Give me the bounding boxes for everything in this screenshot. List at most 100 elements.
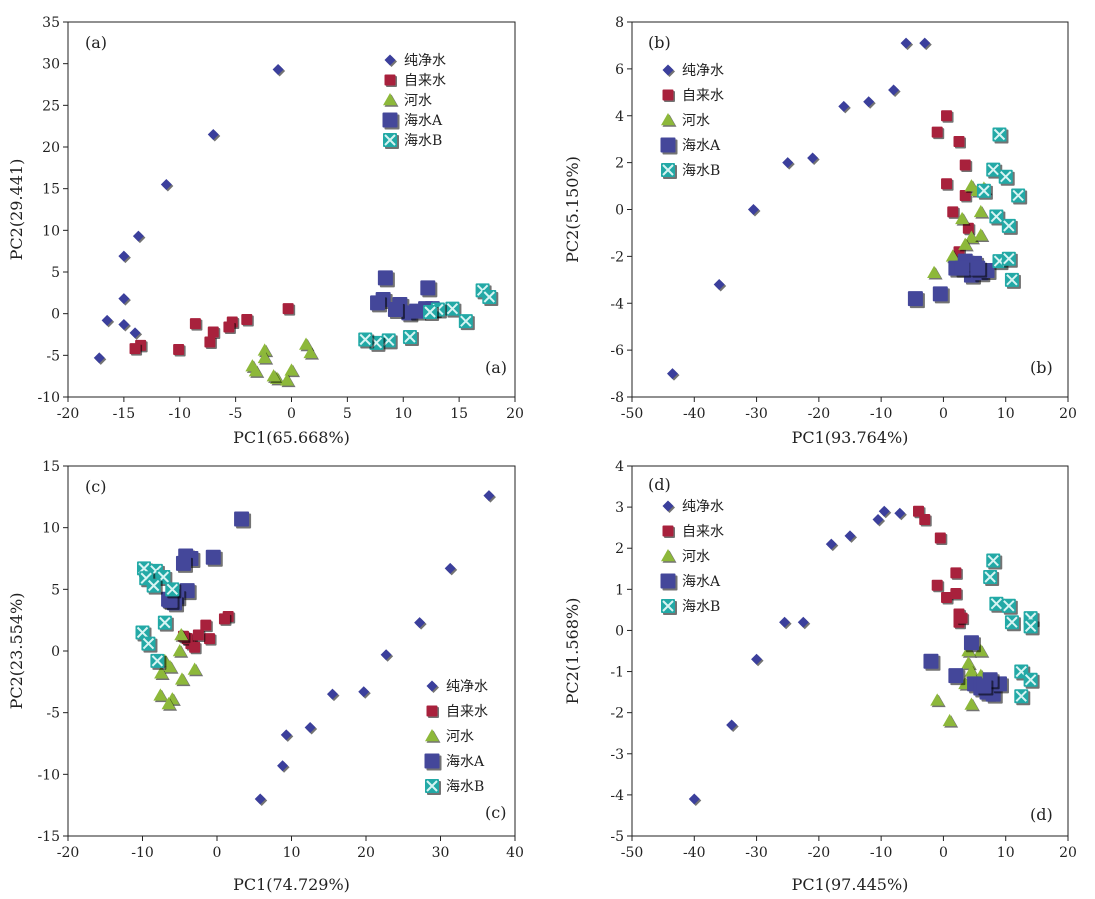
y-tick-label: -6 xyxy=(610,343,624,359)
point-series-1 xyxy=(118,293,131,306)
point-series-4 xyxy=(932,286,950,304)
point-series-1 xyxy=(160,179,174,192)
point-series-3 xyxy=(942,713,959,728)
point-series-5 xyxy=(1004,272,1021,289)
y-tick-label: 35 xyxy=(42,15,60,31)
point-series-2 xyxy=(207,326,221,339)
x-axis-label: PC1(93.764%) xyxy=(792,428,909,447)
point-series-1 xyxy=(726,719,739,732)
panel-label-top: (d) xyxy=(648,475,671,494)
x-tick-label: 20 xyxy=(1059,406,1077,422)
y-axis-label: PC2(1.568%) xyxy=(563,598,582,705)
y-tick-label: 5 xyxy=(51,582,60,598)
scatter-panel-2: -50 -40 -30 -20 -10 0 10 20-8-6-4-202468PC1(93.… xyxy=(563,15,1077,447)
x-axis-label: PC1(65.668%) xyxy=(233,428,350,447)
point-series-3 xyxy=(257,350,274,365)
point-series-4 xyxy=(954,260,972,278)
point-series-4 xyxy=(370,295,388,313)
point-series-5 xyxy=(1001,251,1018,268)
point-series-2 xyxy=(934,532,948,545)
y-tick-label: 20 xyxy=(42,140,60,156)
x-tick-label: -20 xyxy=(57,845,80,861)
point-series-2 xyxy=(950,567,963,580)
point-series-1 xyxy=(751,653,764,667)
point-series-5 xyxy=(445,301,462,318)
x-tick-label: 10 xyxy=(394,406,412,422)
y-tick-label: -5 xyxy=(610,829,624,845)
y-tick-label: 15 xyxy=(42,459,60,475)
legend-marker-2 xyxy=(662,89,675,102)
point-series-5 xyxy=(157,615,174,632)
panel-label-bottom: (d) xyxy=(1030,805,1053,824)
point-series-4 xyxy=(923,653,941,671)
point-series-1 xyxy=(101,314,115,328)
point-series-1 xyxy=(894,507,907,521)
point-series-2 xyxy=(223,321,236,334)
point-series-2 xyxy=(947,206,960,219)
x-tick-label: 0 xyxy=(939,845,948,861)
point-series-1 xyxy=(666,368,680,381)
y-tick-label: 10 xyxy=(42,521,60,537)
y-tick-label: -5 xyxy=(46,706,60,722)
y-tick-label: -10 xyxy=(37,390,60,406)
point-series-3 xyxy=(284,363,300,378)
legend-label-5: 海水B xyxy=(682,599,720,615)
x-tick-label: -50 xyxy=(621,406,644,422)
point-series-2 xyxy=(129,343,143,356)
point-series-2 xyxy=(941,110,954,123)
y-tick-label: 0 xyxy=(615,623,624,639)
legend-marker-4 xyxy=(660,573,678,591)
point-series-1 xyxy=(380,649,394,662)
point-series-1 xyxy=(277,760,290,773)
legend-marker-4 xyxy=(382,112,400,130)
y-tick-label: -1 xyxy=(610,665,624,681)
point-series-3 xyxy=(153,688,169,703)
point-series-1 xyxy=(888,84,901,97)
point-series-1 xyxy=(797,616,811,630)
point-series-5 xyxy=(1004,615,1021,632)
point-series-2 xyxy=(919,513,932,527)
point-series-4 xyxy=(234,511,252,529)
point-series-2 xyxy=(282,303,296,316)
point-series-3 xyxy=(172,644,189,658)
legend-label-2: 自来水 xyxy=(682,88,724,104)
legend-label-4: 海水A xyxy=(682,138,721,154)
point-series-2 xyxy=(931,579,945,593)
legend-marker-5 xyxy=(661,599,677,615)
y-axis-label: PC2(5.150%) xyxy=(563,156,582,263)
x-tick-label: 40 xyxy=(506,845,524,861)
point-series-5 xyxy=(1011,188,1028,205)
point-series-1 xyxy=(414,617,427,630)
legend-label-5: 海水B xyxy=(404,133,442,149)
point-series-3 xyxy=(958,237,974,252)
x-tick-label: 20 xyxy=(1059,845,1077,861)
point-series-4 xyxy=(976,678,994,696)
x-tick-label: -40 xyxy=(683,845,706,861)
point-series-1 xyxy=(919,37,932,51)
point-series-1 xyxy=(483,490,496,503)
point-series-2 xyxy=(200,619,213,633)
point-series-1 xyxy=(93,352,107,365)
x-tick-label: -20 xyxy=(57,406,80,422)
y-tick-label: 1 xyxy=(615,582,624,598)
point-series-1 xyxy=(807,152,820,165)
legend-label-3: 河水 xyxy=(682,113,710,129)
point-series-3 xyxy=(973,228,990,243)
legend-marker-3 xyxy=(661,549,677,563)
legend-marker-3 xyxy=(425,729,441,743)
legend-marker-1 xyxy=(384,54,397,67)
point-series-3 xyxy=(174,627,190,642)
panel-label-top: (c) xyxy=(85,477,106,496)
point-series-2 xyxy=(204,633,217,646)
point-series-1 xyxy=(872,513,886,527)
point-series-2 xyxy=(931,126,945,140)
point-series-3 xyxy=(973,204,990,219)
y-axis-label: PC2(23.554%) xyxy=(7,593,26,710)
y-tick-label: 8 xyxy=(615,15,624,31)
point-series-3 xyxy=(187,662,204,677)
y-axis-label: PC2(29.441) xyxy=(7,159,26,261)
point-series-1 xyxy=(900,37,914,51)
legend-marker-1 xyxy=(662,500,675,513)
